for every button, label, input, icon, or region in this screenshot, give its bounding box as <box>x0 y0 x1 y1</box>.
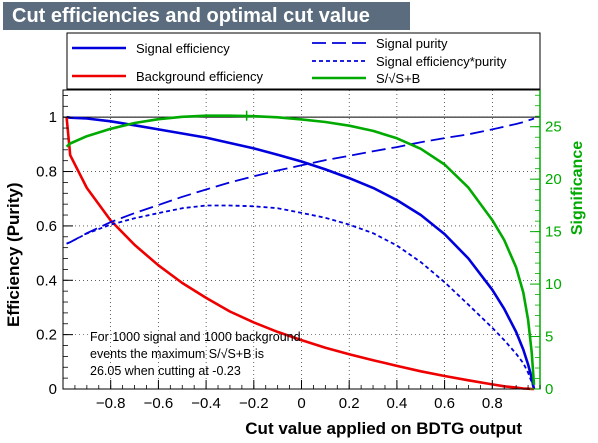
x-tick-label: 0.8 <box>482 395 503 412</box>
y-axis-ticks: 0 0.2 0.4 0.6 0.8 1 <box>36 95 73 398</box>
y2-tick-label: 5 <box>545 329 553 346</box>
y2-tick-label: 20 <box>545 171 562 188</box>
y2-tick-label: 15 <box>545 224 562 241</box>
x-tick-label: −0.2 <box>239 395 269 412</box>
x-tick-label: 0.4 <box>386 395 407 412</box>
legend-label: S/√S+B <box>376 71 420 86</box>
chart-title: Cut efficiencies and optimal cut value <box>3 2 410 30</box>
y-tick-label: 0 <box>49 381 57 398</box>
series-line-4 <box>65 114 536 385</box>
series-line-2 <box>66 117 535 245</box>
y-axis-label: Efficiency (Purity) <box>4 182 23 327</box>
annotation-line-2: events the maximum S/√S+B is <box>90 347 264 361</box>
x-tick-label: −0.4 <box>191 395 221 412</box>
optimal-cut-annotation: For 1000 signal and 1000 background even… <box>90 330 301 378</box>
legend: Signal efficiency Background efficiency Si… <box>72 36 507 86</box>
y2-axis-ticks: 0 5 10 15 20 25 <box>530 94 562 398</box>
y2-tick-label: 0 <box>545 381 553 398</box>
y-tick-label: 1 <box>49 109 57 126</box>
annotation-line-3: 26.05 when cutting at -0.23 <box>90 364 241 378</box>
y2-tick-label: 10 <box>545 276 562 293</box>
legend-label: Signal efficiency*purity <box>376 54 507 69</box>
x-tick-label: −0.6 <box>144 395 174 412</box>
x-tick-label: 0.2 <box>339 395 360 412</box>
x-axis-ticks: −0.8 −0.6 −0.4 −0.2 0 0.2 0.4 0.6 0.8 <box>62 380 541 412</box>
y2-axis-label: Significance <box>569 141 586 235</box>
x-axis-label: Cut value applied on BDTG output <box>245 419 522 438</box>
y2-tick-label: 25 <box>545 119 562 136</box>
legend-label: Signal efficiency <box>136 41 230 56</box>
x-tick-label: 0.6 <box>434 395 455 412</box>
data-series <box>65 110 536 391</box>
series-line-0 <box>66 115 536 390</box>
y-tick-label: 0.2 <box>36 327 57 344</box>
x-tick-label: −0.8 <box>96 395 126 412</box>
y-tick-label: 0.6 <box>36 218 57 235</box>
grid-lines <box>63 90 540 390</box>
legend-label: Background efficiency <box>136 69 263 84</box>
series-line-3 <box>66 204 535 390</box>
legend-box <box>66 32 541 90</box>
y-tick-label: 0.8 <box>36 164 57 181</box>
legend-label: Signal purity <box>376 36 448 51</box>
annotation-line-1: For 1000 signal and 1000 background <box>90 330 301 344</box>
series-line-1 <box>65 117 534 391</box>
x-tick-label: 0 <box>297 395 305 412</box>
y-tick-label: 0.4 <box>36 272 57 289</box>
